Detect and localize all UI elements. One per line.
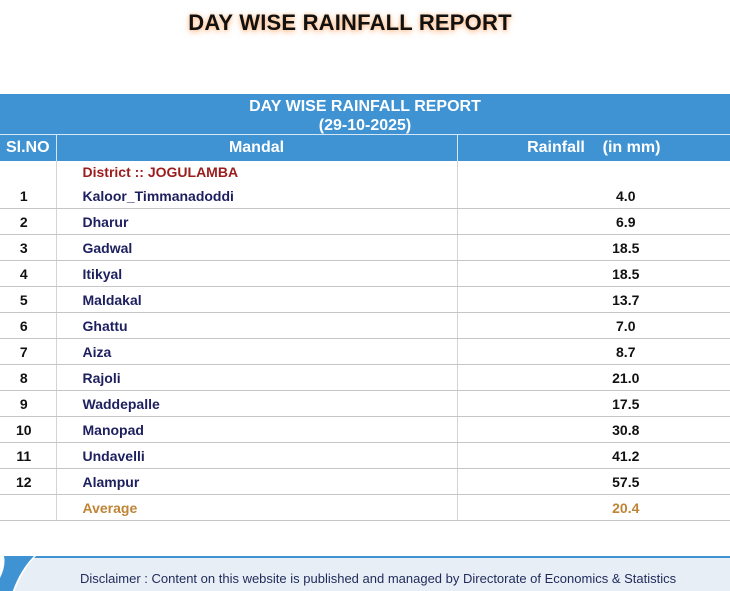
report-date: (29-10-2025) <box>318 117 412 134</box>
district-rain-cell <box>456 161 730 183</box>
table-row: 9 Waddepalle 17.5 <box>0 390 730 417</box>
rainfall-value: 30.8 <box>456 416 730 443</box>
table-row: 10 Manopad 30.8 <box>0 416 730 443</box>
rainfall-value: 6.9 <box>456 208 730 235</box>
rainfall-value: 17.5 <box>456 390 730 417</box>
average-row: Average 20.4 <box>0 494 730 521</box>
district-label: District :: JOGULAMBA <box>55 161 457 183</box>
rainfall-report: DAY WISE RAINFALL REPORT (29-10-2025) Sl… <box>0 94 730 521</box>
table-row: 7 Aiza 8.7 <box>0 338 730 365</box>
district-sl-cell <box>0 161 56 183</box>
mandal-name: Itikyal <box>55 260 457 287</box>
sl-no: 8 <box>0 364 56 391</box>
table-row: 1 Kaloor_Timmanadoddi 4.0 <box>0 183 730 209</box>
rainfall-value: 41.2 <box>456 442 730 469</box>
mandal-name: Waddepalle <box>55 390 457 417</box>
sl-no: 12 <box>0 468 56 495</box>
mandal-name: Aiza <box>55 338 457 365</box>
mandal-name: Gadwal <box>55 234 457 261</box>
district-row: District :: JOGULAMBA <box>0 161 730 183</box>
column-header-rainfall: Rainfall (in mm) <box>456 134 730 161</box>
table-row: 6 Ghattu 7.0 <box>0 312 730 339</box>
sl-no: 2 <box>0 208 56 235</box>
website-logo-icon <box>0 556 36 591</box>
average-sl-cell <box>0 494 56 521</box>
report-banner: DAY WISE RAINFALL REPORT (29-10-2025) <box>0 94 730 134</box>
table-row: 5 Maldakal 13.7 <box>0 286 730 313</box>
table-row: 8 Rajoli 21.0 <box>0 364 730 391</box>
rainfall-value: 8.7 <box>456 338 730 365</box>
footer: Disclaimer : Content on this website is … <box>0 556 730 591</box>
rainfall-value: 57.5 <box>456 468 730 495</box>
page-title: DAY WISE RAINFALL REPORT <box>188 10 512 35</box>
mandal-name: Dharur <box>55 208 457 235</box>
sl-no: 10 <box>0 416 56 443</box>
column-header-mandal: Mandal <box>55 134 457 161</box>
mandal-name: Kaloor_Timmanadoddi <box>55 183 457 209</box>
rainfall-value: 18.5 <box>456 260 730 287</box>
rainfall-value: 21.0 <box>456 364 730 391</box>
sl-no: 1 <box>0 183 56 209</box>
average-value: 20.4 <box>456 494 730 521</box>
table-row: 3 Gadwal 18.5 <box>0 234 730 261</box>
sl-no: 11 <box>0 442 56 469</box>
mandal-name: Maldakal <box>55 286 457 313</box>
table-row: 4 Itikyal 18.5 <box>0 260 730 287</box>
mandal-name: Manopad <box>55 416 457 443</box>
sl-no: 5 <box>0 286 56 313</box>
rainfall-table: Sl.NO Mandal Rainfall (in mm) District :… <box>0 134 730 521</box>
sl-no: 6 <box>0 312 56 339</box>
table-header-row: Sl.NO Mandal Rainfall (in mm) <box>0 134 730 161</box>
sl-no: 3 <box>0 234 56 261</box>
rainfall-value: 7.0 <box>456 312 730 339</box>
mandal-name: Alampur <box>55 468 457 495</box>
sl-no: 4 <box>0 260 56 287</box>
sl-no: 7 <box>0 338 56 365</box>
average-label: Average <box>55 494 457 521</box>
disclaimer-text: Disclaimer : Content on this website is … <box>80 571 677 586</box>
sl-no: 9 <box>0 390 56 417</box>
mandal-name: Ghattu <box>55 312 457 339</box>
table-row: 2 Dharur 6.9 <box>0 208 730 235</box>
table-row: 12 Alampur 57.5 <box>0 468 730 495</box>
rainfall-value: 4.0 <box>456 183 730 209</box>
mandal-name: Rajoli <box>55 364 457 391</box>
mandal-name: Undavelli <box>55 442 457 469</box>
report-title: DAY WISE RAINFALL REPORT <box>249 98 481 115</box>
table-row: 11 Undavelli 41.2 <box>0 442 730 469</box>
rainfall-value: 13.7 <box>456 286 730 313</box>
column-header-slno: Sl.NO <box>0 134 56 161</box>
rainfall-value: 18.5 <box>456 234 730 261</box>
